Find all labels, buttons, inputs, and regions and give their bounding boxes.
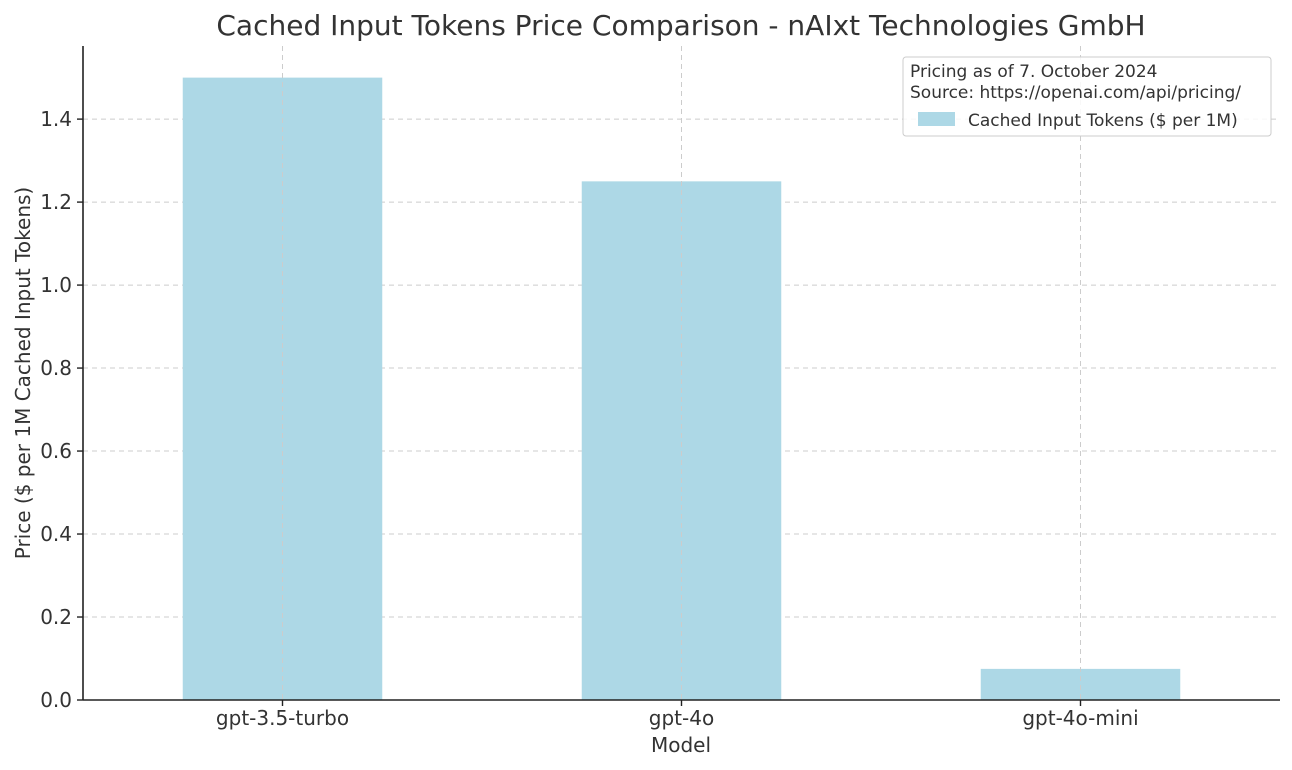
- legend-entry-label: Cached Input Tokens ($ per 1M): [968, 111, 1238, 131]
- x-axis-ticks: gpt-3.5-turbo gpt-4o gpt-4o-mini: [216, 700, 1139, 730]
- x-tick-label: gpt-4o-mini: [1022, 706, 1138, 730]
- legend: Pricing as of 7. October 2024 Source: ht…: [902, 56, 1272, 137]
- y-axis-ticks: 0.0 0.2 0.4 0.6 0.8 1.0 1.2 1.4: [40, 107, 83, 712]
- x-tick-label: gpt-3.5-turbo: [216, 706, 349, 730]
- y-tick-label: 0.2: [40, 605, 72, 629]
- y-tick-label: 0.4: [40, 522, 72, 546]
- y-tick-label: 1.4: [40, 107, 72, 131]
- legend-title-line-2: Source: https://openai.com/api/pricing/: [910, 83, 1241, 103]
- x-tick-label: gpt-4o: [649, 706, 714, 730]
- legend-box: [902, 56, 1272, 137]
- y-tick-label: 0.8: [40, 356, 72, 380]
- legend-title-line-1: Pricing as of 7. October 2024: [910, 62, 1158, 82]
- y-tick-label: 0.0: [40, 688, 72, 712]
- y-tick-label: 0.6: [40, 439, 72, 463]
- legend-swatch: [918, 112, 955, 126]
- y-axis-label: Price ($ per 1M Cached Input Tokens): [11, 187, 35, 559]
- chart-title: Cached Input Tokens Price Comparison - n…: [216, 9, 1145, 42]
- x-axis-label: Model: [651, 733, 711, 757]
- y-tick-label: 1.2: [40, 190, 72, 214]
- y-tick-label: 1.0: [40, 273, 72, 297]
